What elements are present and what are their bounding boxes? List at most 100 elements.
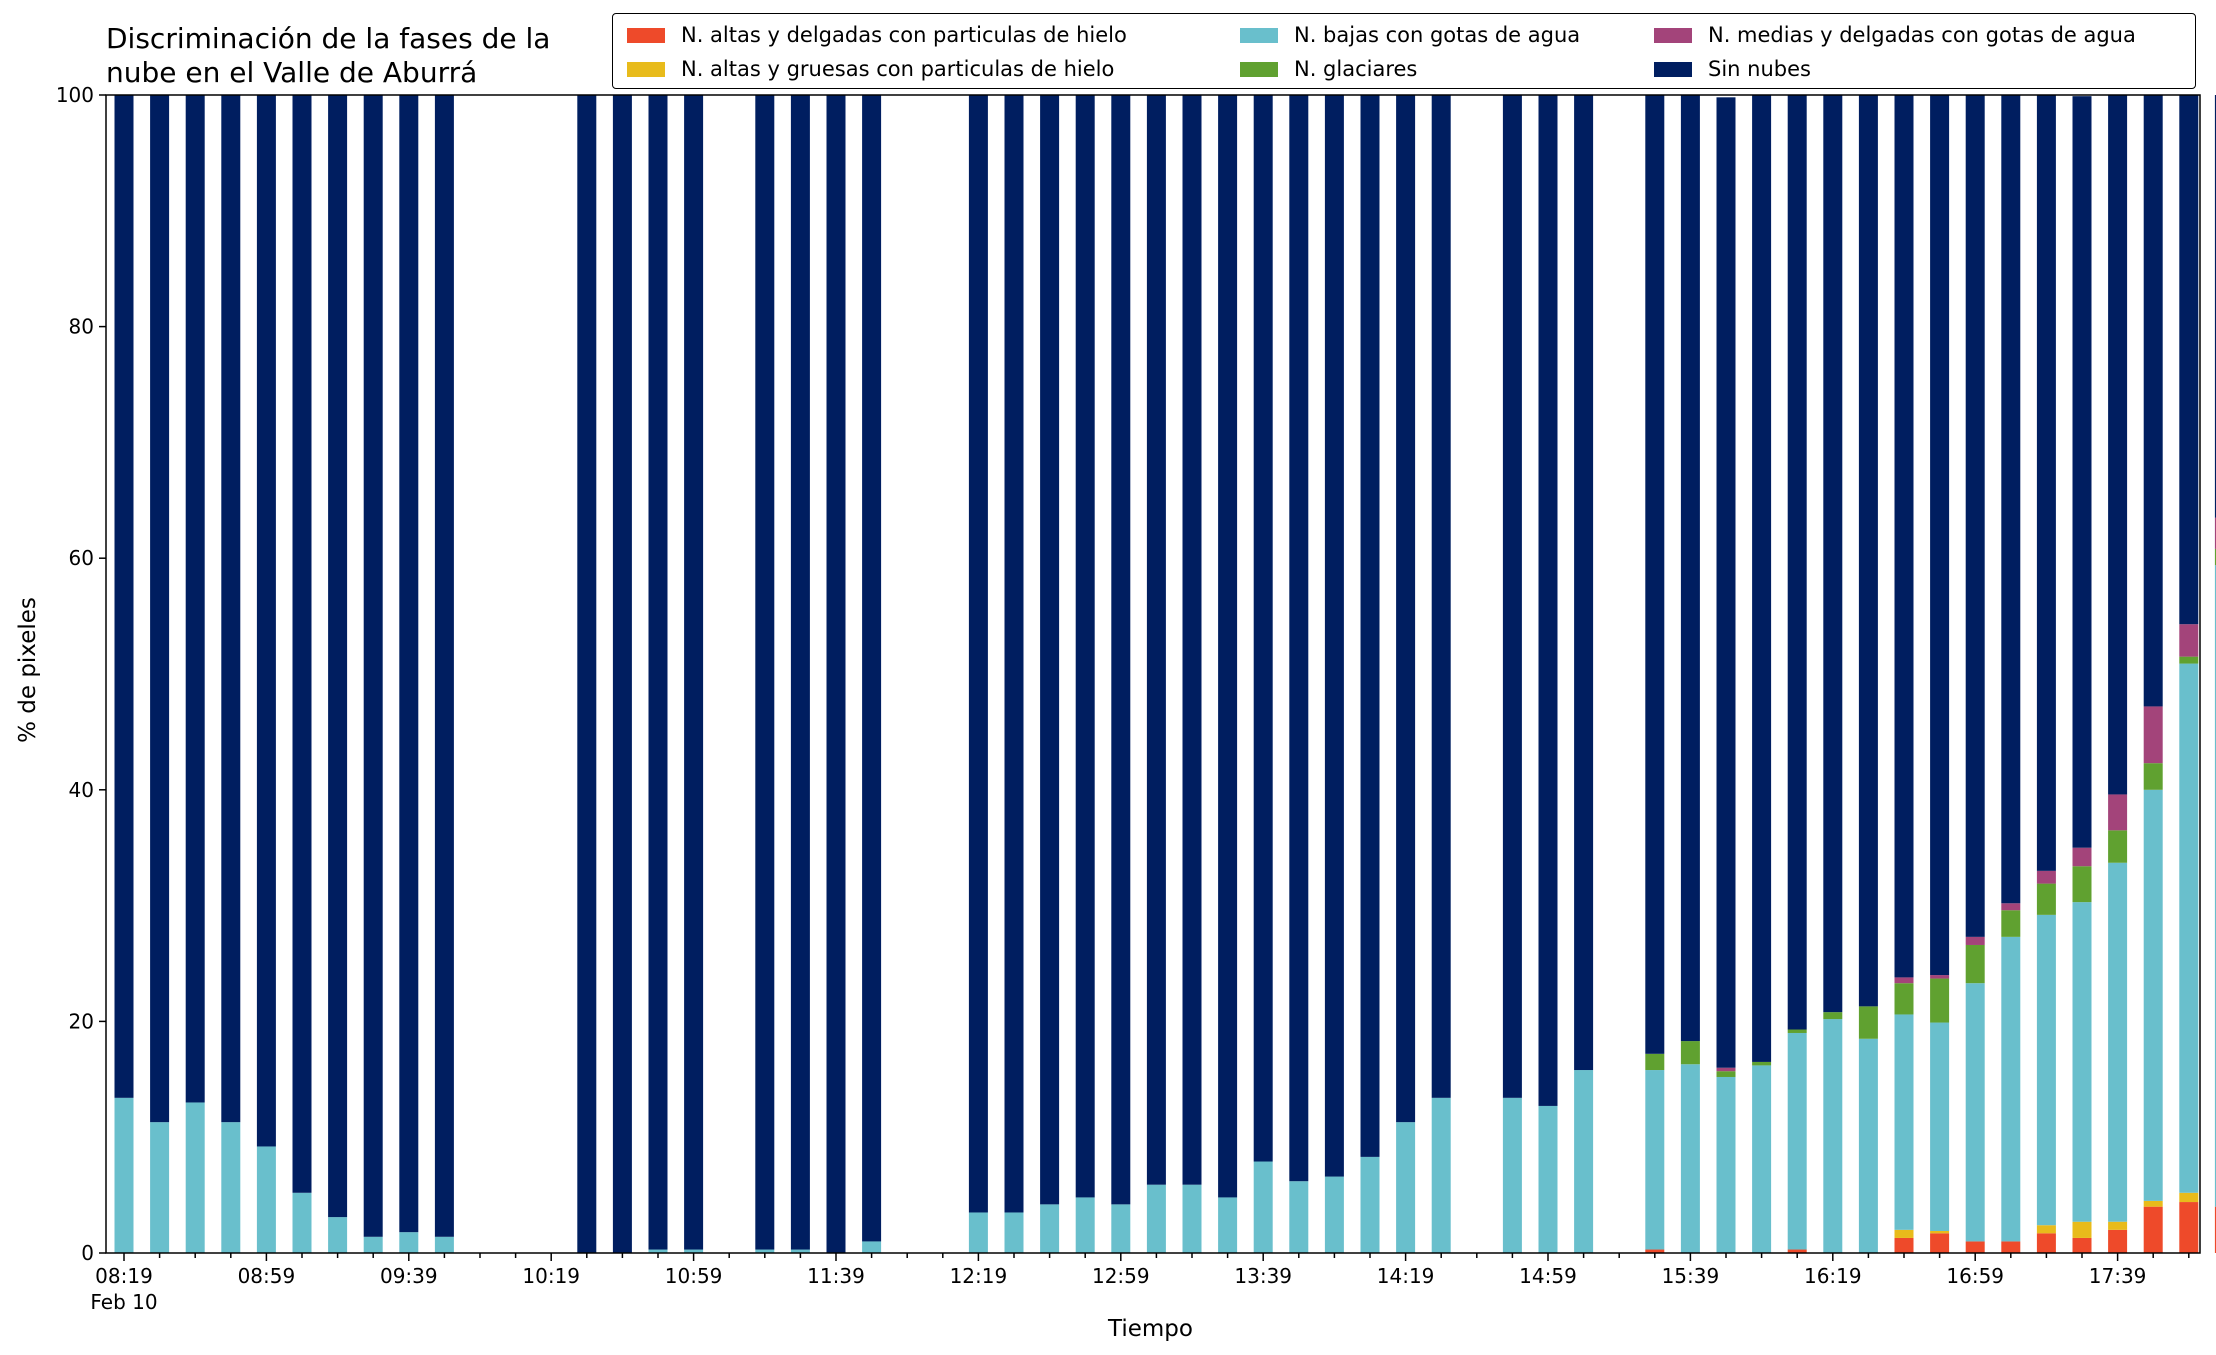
bar-segment [2072, 1221, 2092, 1238]
bar-segment [1787, 1029, 1807, 1033]
bar-segment [2179, 663, 2199, 1193]
bar-segment [1502, 1097, 1522, 1253]
bar-segment [790, 1249, 810, 1253]
legend-label: N. bajas con gotas de agua [1294, 23, 1581, 47]
bar-segment [1182, 1184, 1202, 1253]
bar-segment [221, 95, 241, 1123]
legend-item-glaciares: N. glaciares [1240, 54, 1417, 84]
bar-segment [1253, 95, 1273, 1162]
bar-segment [1040, 1204, 1060, 1253]
bar-segment [1894, 1014, 1914, 1230]
bar-segment [1787, 1032, 1807, 1250]
legend-label: N. altas y delgadas con particulas de hi… [681, 23, 1127, 47]
bar-segment [1253, 1161, 1273, 1253]
bar-segment [1894, 1229, 1914, 1238]
bar-segment [2072, 96, 2092, 848]
bar-segment [1894, 977, 1914, 984]
bar-segment [328, 95, 348, 1218]
bar-segment [648, 95, 668, 1250]
bar-segment [1716, 1071, 1736, 1077]
bar-segment [1930, 1022, 1950, 1231]
bar-segment [363, 95, 383, 1237]
chart-title-line2: nube en el Valle de Aburrá [106, 56, 478, 89]
bar-segment [2108, 862, 2128, 1222]
bar-segment [2072, 902, 2092, 1222]
bar-segment [1858, 95, 1878, 1007]
bar-segment [1930, 978, 1950, 1023]
bar-segment [1680, 1041, 1700, 1065]
bar-segment [2108, 1229, 2128, 1253]
bar-segment [1040, 95, 1060, 1205]
legend-label: N. glaciares [1294, 57, 1418, 81]
bar-segment [2179, 656, 2199, 664]
bar-segment [1075, 1197, 1095, 1253]
x-tick-label: 11:39 [807, 1264, 865, 1288]
bar-segment [1324, 1176, 1344, 1253]
bar-segment [2143, 763, 2163, 790]
bar-segment [1823, 95, 1843, 1013]
bar-segment [1324, 95, 1344, 1177]
bar-segment [1965, 95, 1985, 937]
x-tick-label: 14:59 [1519, 1264, 1577, 1288]
bar-segment [1146, 95, 1166, 1185]
x-tick-label: 10:59 [665, 1264, 723, 1288]
bar-segment [2143, 1200, 2163, 1207]
bar-segment [2143, 95, 2163, 707]
bar-segment [114, 1097, 134, 1253]
bar-segment [1823, 1012, 1843, 1020]
x-tick-label: 15:39 [1662, 1264, 1720, 1288]
bar-segment [1894, 983, 1914, 1015]
bar-segment [328, 1217, 348, 1253]
bar-segment [2179, 624, 2199, 657]
y-axis-label: % de pixeles [15, 597, 41, 743]
bar-segment [2214, 548, 2216, 566]
legend-label: N. altas y gruesas con particulas de hie… [681, 57, 1115, 81]
bar-segment [1930, 975, 1950, 979]
x-date-label: Feb 10 [90, 1290, 157, 1314]
bar-segment [1111, 95, 1131, 1205]
axes-group: 0 20 40 60 80 100 08:19 08:59 09:39 10:19 10:59 11:… [56, 83, 2201, 1314]
bar-segment [1894, 1237, 1914, 1253]
legend-swatch [1654, 61, 1692, 77]
bar-segment [1218, 95, 1238, 1198]
legend-item-altas-delgadas: N. altas y delgadas con particulas de hi… [627, 20, 1127, 50]
bar-segment [1716, 1076, 1736, 1253]
bar-segment [1930, 1231, 1950, 1234]
bar-segment [150, 95, 170, 1123]
bar-segment [648, 1249, 668, 1253]
bar-segment [1752, 1065, 1772, 1253]
y-tick-label: 100 [56, 83, 94, 107]
bar-segment [826, 95, 846, 1253]
bar-segment [1218, 1197, 1238, 1253]
x-tick-label: 12:19 [950, 1264, 1008, 1288]
bar-segment [2179, 95, 2199, 625]
x-tick-label: 13:39 [1234, 1264, 1292, 1288]
bar-segment [434, 1236, 454, 1253]
chart-title-line1: Discriminación de la fases de la [106, 22, 551, 55]
bar-segment [1431, 95, 1451, 1098]
legend-swatch [1240, 27, 1278, 43]
bar-segment [185, 95, 205, 1103]
bar-segment [2179, 1202, 2199, 1253]
bar-segment [2214, 1206, 2216, 1253]
x-tick-label: 16:19 [1804, 1264, 1862, 1288]
bar-segment [434, 95, 454, 1237]
bar-segment [1680, 95, 1700, 1042]
bar-segment [612, 95, 632, 1253]
bar-segment [1574, 95, 1594, 1071]
bar-segment [862, 1241, 882, 1253]
bar-segment [1965, 944, 1985, 984]
bar-segment [1004, 95, 1024, 1213]
bar-segment [684, 95, 704, 1250]
bar-segment [1858, 1038, 1878, 1253]
bar-segment [862, 95, 882, 1242]
bar-segment [2214, 565, 2216, 1207]
bar-segment [1858, 1006, 1878, 1039]
bar-segment [2143, 706, 2163, 764]
bar-segment [2036, 883, 2056, 915]
bar-segment [2108, 1221, 2128, 1230]
legend-item-sin-nubes: Sin nubes [1654, 54, 1811, 84]
bar-segment [1930, 1233, 1950, 1253]
bar-segment [1787, 95, 1807, 1030]
bar-segment [1502, 95, 1522, 1098]
